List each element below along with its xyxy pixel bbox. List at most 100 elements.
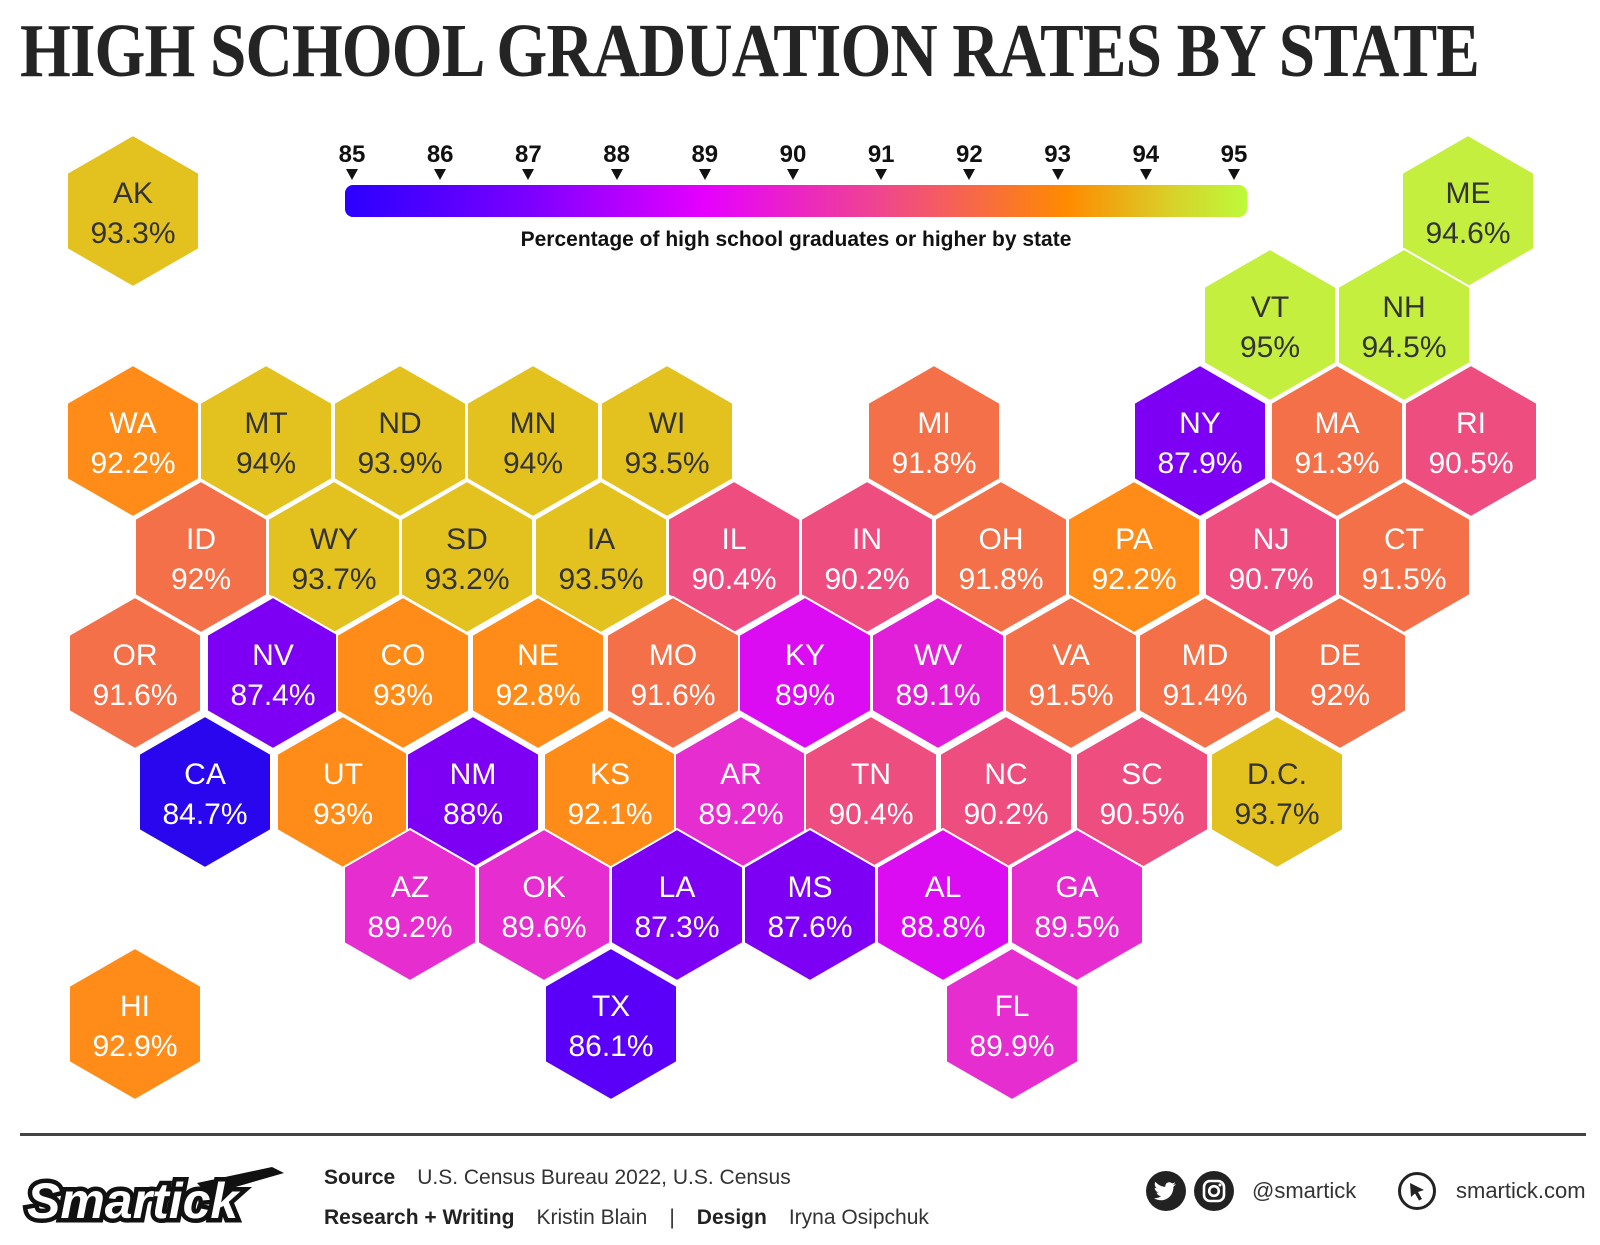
state-hex-ri: RI 90.5% [1404,363,1538,519]
state-abbr: HI [120,990,150,1023]
state-hex-md: MD 91.4% [1138,595,1272,751]
legend-tick-marker [963,169,976,180]
state-value: 92.2% [90,447,175,480]
state-hex-tx: TX 86.1% [544,946,678,1102]
state-value: 92% [1310,679,1370,712]
instagram-icon[interactable] [1194,1171,1234,1211]
state-abbr: FL [994,990,1029,1023]
legend-tick-label: 94 [1132,141,1160,168]
state-hex-ia: IA 93.5% [534,479,668,635]
state-hex-ut: UT 93% [276,714,410,870]
legend-tick-label: 91 [867,141,895,168]
state-hex-nj: NJ 90.7% [1204,479,1338,635]
legend-tick-marker [698,169,711,180]
website-link[interactable]: smartick.com [1456,1178,1586,1203]
credits-line: Research + Writing Kristin Blain | Design Ir… [324,1206,929,1230]
state-hex-shape [1210,714,1344,870]
state-hex-ak: AK 93.3% [66,133,200,289]
twitter-icon[interactable] [1146,1171,1186,1211]
cursor-icon[interactable] [1398,1172,1436,1210]
state-hex-il: IL 90.4% [667,479,801,635]
legend-tick-marker [787,169,799,180]
state-hex-ny: NY 87.9% [1133,363,1267,519]
state-value: 89.2% [698,798,783,831]
state-abbr: MS [788,871,833,904]
state-hex-shape [1004,595,1138,751]
state-hex-dc: D.C. 93.7% [1210,714,1344,870]
state-value: 91.4% [1162,679,1247,712]
state-hex-hi: HI 92.9% [68,946,202,1102]
state-value: 89% [775,679,835,712]
state-value: 89.6% [501,911,586,944]
state-hex-wy: WY 93.7% [267,479,401,635]
state-hex-ne: NE 92.8% [471,595,605,751]
legend-tick-label: 90 [779,141,807,168]
state-abbr: OH [979,523,1024,556]
state-hex-ca: CA 84.7% [138,714,272,870]
state-hex-id: ID 92% [134,479,268,635]
state-hex-shape [343,827,477,983]
state-hex-fl: FL 89.9% [945,946,1079,1102]
state-hex-me: ME 94.6% [1401,133,1535,289]
state-value: 87.4% [230,679,315,712]
state-abbr: KS [590,758,630,791]
state-value: 91.8% [891,447,976,480]
state-value: 91.6% [92,679,177,712]
state-value: 93.5% [624,447,709,480]
state-hex-sd: SD 93.2% [400,479,534,635]
state-hex-nv: NV 87.4% [206,595,340,751]
state-hex-wi: WI 93.5% [600,363,734,519]
state-hex-ga: GA 89.5% [1010,827,1144,983]
hex-map: AK 93.3% ME 94.6% VT 95% NH 94.5% WA 92.2% MT 94% ND… [66,133,1538,1102]
state-value: 93% [313,798,373,831]
state-value: 90.2% [824,563,909,596]
state-value: 90.5% [1099,798,1184,831]
state-hex-de: DE 92% [1273,595,1407,751]
legend-caption: Percentage of high school graduates or h… [520,228,1072,251]
state-abbr: MO [649,639,697,672]
state-abbr: SC [1121,758,1163,791]
state-abbr: OR [113,639,158,672]
state-value: 90.4% [691,563,776,596]
state-value: 94% [236,447,296,480]
state-abbr: OK [522,871,565,904]
legend-tick-label: 89 [691,141,719,168]
state-hex-mt: MT 94% [199,363,333,519]
state-abbr: MA [1315,407,1360,440]
smartick-logo: Smartick [22,1165,292,1240]
design-label: Design [696,1206,767,1229]
legend-tick-label: 95 [1220,141,1248,168]
state-hex-shape [1273,595,1407,751]
state-value: 92% [171,563,231,596]
state-hex-wa: WA 92.2% [66,363,200,519]
state-abbr: CA [184,758,226,791]
state-abbr: NC [984,758,1027,791]
state-hex-mn: MN 94% [466,363,600,519]
source-text: U.S. Census Bureau 2022, U.S. Census [417,1166,791,1189]
state-abbr: PA [1115,523,1153,556]
state-hex-in: IN 90.2% [800,479,934,635]
state-abbr: NY [1179,407,1221,440]
state-value: 93.2% [424,563,509,596]
state-abbr: AZ [391,871,429,904]
state-hex-mi: MI 91.8% [867,363,1001,519]
social-handle[interactable]: @smartick [1252,1178,1357,1203]
legend-tick-label: 88 [603,141,630,168]
state-value: 88% [443,798,503,831]
state-hex-mo: MO 91.6% [606,595,740,751]
state-hex-ks: KS 92.1% [543,714,677,870]
state-abbr: WV [914,639,962,672]
legend-tick-label: 85 [338,141,366,168]
state-hex-shape [945,946,1079,1102]
state-hex-shape [1138,595,1272,751]
state-value: 91.5% [1028,679,1113,712]
state-abbr: D.C. [1247,758,1307,791]
state-hex-nh: NH 94.5% [1337,247,1471,403]
state-abbr: TX [592,990,630,1023]
legend-tick-marker [1228,169,1240,180]
state-abbr: CT [1384,523,1424,556]
state-hex-vt: VT 95% [1203,247,1337,403]
source-label: Source [324,1166,396,1189]
state-value: 90.7% [1228,563,1313,596]
state-abbr: LA [659,871,696,904]
